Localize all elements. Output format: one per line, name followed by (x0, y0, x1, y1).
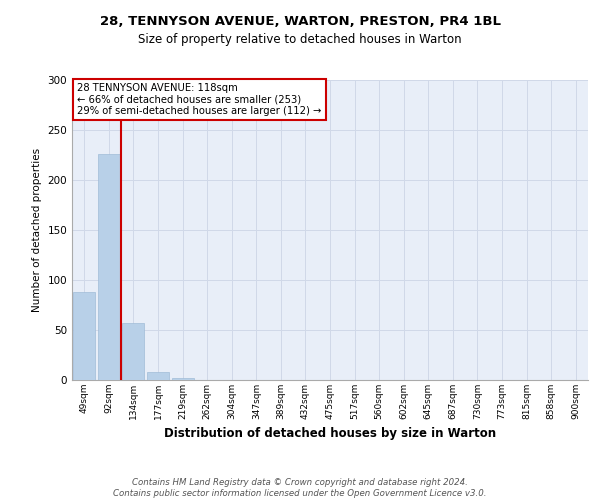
Y-axis label: Number of detached properties: Number of detached properties (32, 148, 42, 312)
Text: Contains HM Land Registry data © Crown copyright and database right 2024.
Contai: Contains HM Land Registry data © Crown c… (113, 478, 487, 498)
Bar (98, 154, 120, 380)
Bar (122, 323, 145, 380)
Text: Size of property relative to detached houses in Warton: Size of property relative to detached ho… (138, 32, 462, 46)
Text: 28 TENNYSON AVENUE: 118sqm
← 66% of detached houses are smaller (253)
29% of sem: 28 TENNYSON AVENUE: 118sqm ← 66% of deta… (77, 83, 322, 116)
Bar (172, 378, 194, 380)
X-axis label: Distribution of detached houses by size in Warton: Distribution of detached houses by size … (164, 428, 496, 440)
Bar (73, 292, 95, 380)
Text: 28, TENNYSON AVENUE, WARTON, PRESTON, PR4 1BL: 28, TENNYSON AVENUE, WARTON, PRESTON, PR… (100, 15, 500, 28)
Bar (147, 372, 169, 380)
